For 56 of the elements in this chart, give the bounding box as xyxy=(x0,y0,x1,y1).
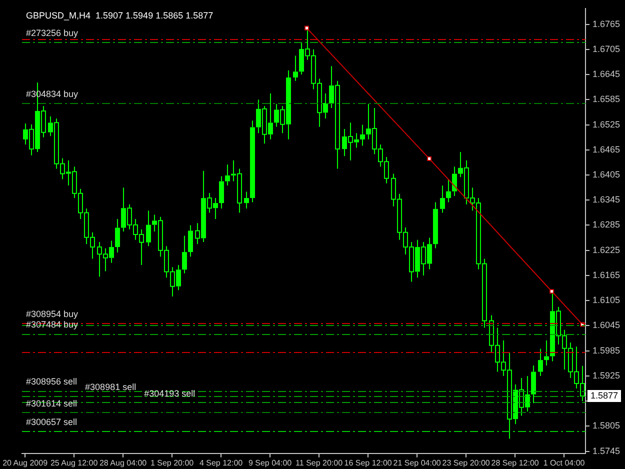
candlestick xyxy=(440,184,445,214)
y-tick-label: 1.6645 xyxy=(592,69,620,80)
candlestick xyxy=(244,191,249,210)
candlestick xyxy=(188,224,193,258)
x-tick-label: 21 Sep 04:00 xyxy=(393,458,442,468)
y-tick-label: 1.5745 xyxy=(592,446,620,456)
candlestick xyxy=(433,202,438,249)
y-tick-label: 1.6465 xyxy=(592,144,620,154)
y-tick-label: 1.6165 xyxy=(592,270,620,280)
y-tick-label: 1.6105 xyxy=(592,295,620,306)
ref-line-label: #273256 buy xyxy=(26,28,79,38)
x-tick-label: 4 Sep 12:00 xyxy=(199,458,244,468)
candlestick xyxy=(538,348,543,376)
y-tick-label: 1.6285 xyxy=(592,220,620,230)
y-tick-label: 1.6405 xyxy=(592,170,620,180)
y-tick-label: 1.6705 xyxy=(592,44,620,54)
chart-title: GBPUSD_M,H4 1.5907 1.5949 1.5865 1.5877 xyxy=(26,10,214,20)
y-tick-label: 1.6765 xyxy=(592,18,620,29)
candlestick xyxy=(452,166,457,196)
candlestick xyxy=(446,178,451,203)
y-tick-label: 1.5805 xyxy=(592,420,620,431)
x-tick-label: 23 Sep 20:00 xyxy=(442,458,490,468)
x-tick-label: 25 Aug 12:00 xyxy=(50,458,98,468)
ref-line-label: #308956 sell xyxy=(26,376,78,387)
candlestick xyxy=(219,176,224,210)
x-tick-label: 28 Aug 04:00 xyxy=(99,458,148,468)
x-tick-label: 11 Sep 20:00 xyxy=(296,458,344,468)
candlestick xyxy=(544,340,549,366)
ref-line-label: #308981 sell xyxy=(85,382,136,392)
y-tick-label: 1.5985 xyxy=(592,345,620,356)
y-tick-label: 1.5925 xyxy=(592,370,620,380)
y-tick-label: 1.6345 xyxy=(592,194,620,205)
y-tick-label: 1.6585 xyxy=(592,94,620,104)
candlestick xyxy=(250,120,255,203)
candlestick xyxy=(293,55,298,82)
x-tick-label: 20 Aug 2009 xyxy=(2,458,48,468)
x-tick-label: 1 Oct 04:00 xyxy=(543,458,586,468)
candlestick xyxy=(115,218,120,253)
candlestick xyxy=(182,235,187,274)
point xyxy=(427,156,432,161)
y-tick-label: 1.6225 xyxy=(592,244,620,255)
candlestick xyxy=(360,124,365,146)
x-tick-label: 1 Sep 20:00 xyxy=(150,458,194,468)
ref-line-label: #300657 sell xyxy=(26,416,78,427)
annotation: 1.5877 xyxy=(590,390,618,401)
ref-line-label: #308954 buy xyxy=(26,308,79,319)
candlestick xyxy=(225,164,230,186)
y-tick-label: 1.6525 xyxy=(592,119,620,130)
point xyxy=(550,289,554,294)
x-tick-label: 28 Sep 12:00 xyxy=(491,458,540,468)
x-tick-label: 16 Sep 12:00 xyxy=(344,458,392,468)
x-tick-label: 9 Sep 04:00 xyxy=(248,458,292,468)
candlestick xyxy=(531,364,536,404)
candlestick xyxy=(146,210,151,247)
y-tick-label: 1.6045 xyxy=(592,320,620,330)
point xyxy=(304,26,310,30)
